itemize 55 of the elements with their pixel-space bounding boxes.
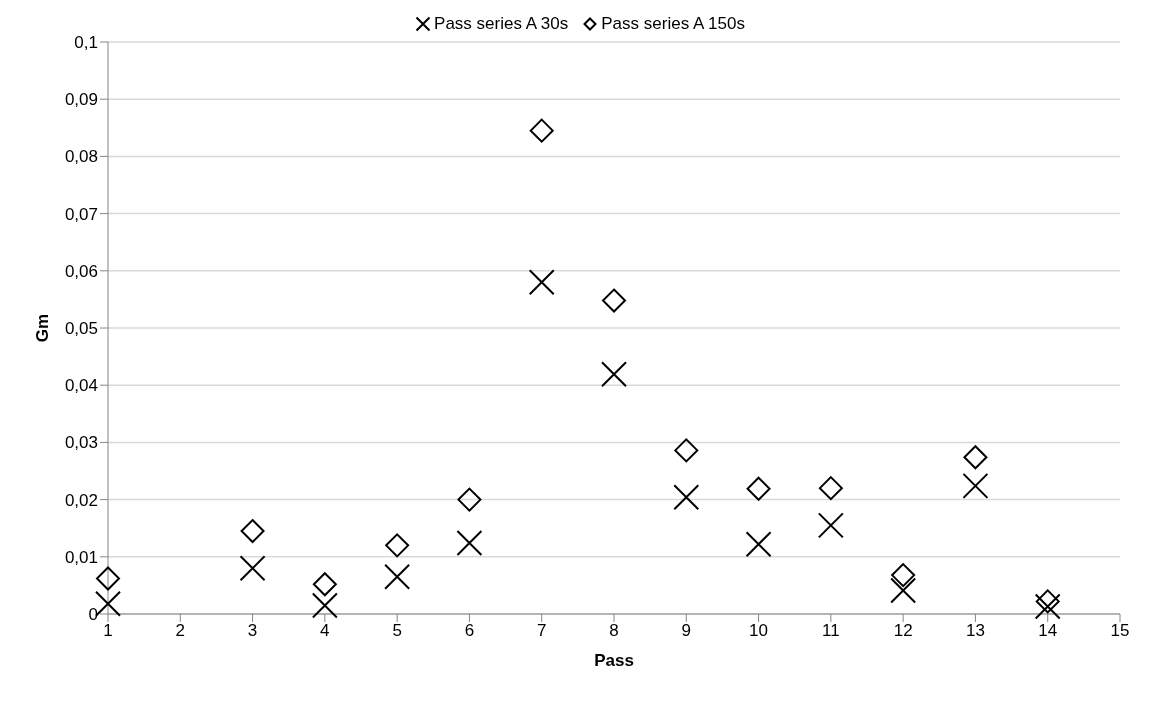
point: [385, 533, 410, 558]
y-tick-label: 0,04: [64, 376, 98, 396]
point: [745, 531, 772, 558]
y-tick-label: 0,1: [74, 33, 98, 53]
point: [673, 484, 700, 511]
point: [240, 519, 265, 544]
y-tick-label: 0,05: [64, 319, 98, 339]
x-tick-label: 10: [749, 621, 769, 641]
point: [384, 563, 411, 590]
point: [817, 512, 844, 539]
x-tick-label: 2: [175, 621, 186, 641]
x-tick-label: 7: [536, 621, 547, 641]
y-tick-label: 0,01: [64, 547, 98, 567]
x-axis-title: Pass: [594, 651, 634, 670]
point: [890, 577, 917, 604]
point: [456, 530, 483, 557]
x-tick-label: 13: [965, 621, 985, 641]
point: [963, 445, 988, 470]
y-tick-label: 0,08: [64, 147, 98, 167]
y-tick-label: 0,02: [64, 490, 98, 510]
x-tick-label: 4: [320, 621, 330, 641]
x-tick-label: 1: [103, 621, 113, 641]
point: [312, 572, 337, 597]
point: [891, 563, 916, 588]
x-tick-label: 14: [1038, 621, 1058, 641]
y-tick-label: 0,03: [64, 433, 98, 453]
x-tick-label: 8: [609, 621, 619, 641]
point: [962, 472, 989, 499]
x-tick-label: 11: [822, 621, 840, 641]
point: [1034, 593, 1061, 620]
point: [601, 361, 627, 388]
point: [1035, 589, 1060, 614]
point: [818, 476, 843, 501]
x-tick-label: 12: [893, 621, 913, 641]
x-tick-label: 3: [247, 621, 258, 641]
legend-label: Pass series A 30s: [434, 14, 569, 34]
point: [96, 566, 120, 591]
x-tick-label: 9: [681, 621, 692, 641]
y-tick-label: 0: [88, 605, 98, 625]
legend-label: Pass series A 150s: [601, 14, 745, 34]
point: [311, 592, 338, 619]
point: [239, 555, 266, 582]
point: [529, 118, 554, 143]
point: [602, 288, 626, 313]
x-tick-label: 15: [1110, 621, 1130, 641]
y-tick-label: 0,07: [64, 204, 98, 224]
x-tick-label: 5: [392, 621, 402, 641]
point: [457, 487, 482, 512]
y-axis-title: Gm: [33, 313, 53, 343]
point: [674, 438, 699, 463]
point: [746, 476, 771, 501]
point: [528, 269, 555, 296]
y-tick-label: 0,09: [64, 90, 98, 110]
y-tick-label: 0,06: [64, 261, 98, 281]
x-tick-label: 6: [464, 621, 475, 641]
